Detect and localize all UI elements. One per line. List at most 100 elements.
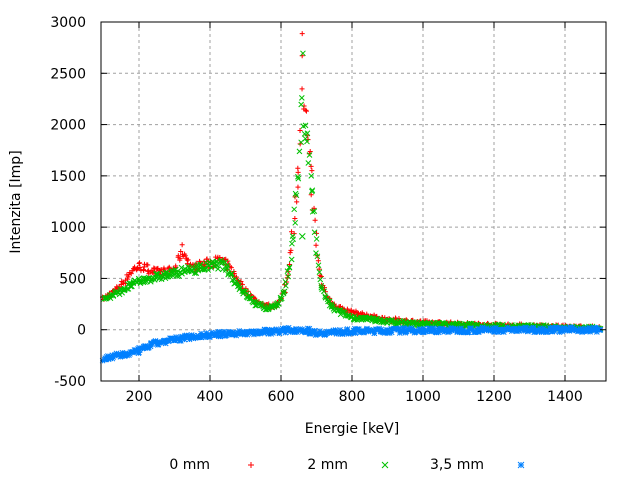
legend-label: 3,5 mm	[430, 457, 484, 473]
data-point	[543, 327, 550, 333]
data-point	[329, 329, 335, 336]
data-point	[304, 130, 311, 137]
data-point	[297, 127, 303, 133]
data-point	[577, 326, 584, 333]
data-point	[309, 168, 315, 174]
data-point	[281, 288, 288, 295]
data-point	[136, 349, 142, 356]
data-point	[282, 279, 289, 285]
data-point	[302, 122, 309, 129]
data-point	[129, 283, 135, 290]
data-point	[309, 187, 316, 194]
data-point	[544, 328, 551, 335]
y-tick-label: 3000	[50, 15, 86, 31]
data-point	[293, 325, 300, 332]
data-point	[500, 329, 507, 335]
data-point	[173, 263, 179, 269]
data-point	[289, 233, 296, 239]
data-point	[291, 231, 297, 237]
data-point	[175, 253, 181, 259]
data-point	[292, 219, 299, 226]
x-tick-label: 1200	[476, 389, 512, 405]
legend-marker	[381, 461, 389, 469]
data-point	[295, 173, 301, 180]
data-point	[308, 192, 314, 198]
data-point	[132, 347, 139, 353]
outlier-point	[298, 233, 306, 240]
data-point	[337, 327, 343, 333]
data-point	[204, 256, 210, 262]
data-point	[343, 330, 349, 336]
data-point	[314, 230, 320, 236]
data-point	[420, 325, 427, 332]
data-point	[236, 328, 243, 334]
data-point	[265, 331, 272, 337]
data-point	[170, 271, 177, 278]
data-point	[191, 334, 197, 341]
data-point	[388, 329, 395, 336]
data-point	[243, 329, 250, 335]
data-point	[307, 148, 313, 154]
data-point	[483, 326, 490, 333]
data-point	[497, 326, 504, 333]
data-point	[282, 329, 289, 336]
x-tick-label: 800	[339, 389, 366, 405]
data-point	[508, 328, 515, 335]
data-point	[198, 330, 204, 337]
data-point	[316, 269, 323, 275]
data-point	[289, 240, 295, 247]
data-point	[317, 276, 324, 283]
data-point	[255, 300, 261, 307]
data-point	[137, 264, 143, 270]
legend-label: 0 mm	[169, 457, 210, 473]
data-point	[136, 347, 143, 353]
data-point	[118, 353, 125, 360]
data-point	[151, 269, 157, 275]
data-point	[318, 284, 325, 291]
data-point	[287, 250, 293, 256]
data-point	[99, 357, 106, 364]
data-point	[395, 326, 402, 333]
data-point	[193, 333, 200, 340]
x-tick-label: 400	[197, 389, 224, 405]
data-point	[292, 190, 299, 197]
data-point	[285, 273, 292, 280]
data-point	[343, 327, 350, 333]
data-point	[436, 327, 443, 334]
y-tick-label: 1500	[50, 169, 86, 185]
data-point	[179, 270, 185, 277]
data-point	[364, 325, 370, 332]
data-point	[514, 328, 520, 335]
data-point	[288, 256, 295, 263]
data-point	[302, 135, 309, 142]
data-point	[381, 330, 388, 336]
data-point	[298, 95, 305, 101]
data-point	[201, 332, 208, 339]
data-point	[581, 328, 588, 334]
data-point	[312, 217, 318, 223]
data-point	[103, 294, 109, 301]
data-point	[295, 184, 301, 190]
data-point	[371, 330, 378, 337]
data-point	[438, 327, 445, 333]
data-point	[240, 328, 246, 335]
data-point	[376, 325, 382, 332]
x-tick-label: 600	[268, 389, 295, 405]
data-point	[299, 86, 305, 92]
data-point	[223, 264, 230, 271]
legend-marker	[248, 462, 254, 468]
data-point	[326, 298, 333, 305]
data-point	[311, 327, 318, 334]
data-point	[127, 283, 134, 290]
data-point	[308, 163, 314, 169]
plot-border	[100, 21, 607, 382]
data-point	[378, 326, 385, 333]
data-point	[540, 329, 547, 335]
data-point	[276, 330, 283, 337]
data-point	[401, 325, 408, 331]
data-point	[215, 266, 221, 272]
data-point	[316, 266, 322, 272]
data-point	[128, 271, 134, 277]
data-point	[172, 267, 179, 273]
